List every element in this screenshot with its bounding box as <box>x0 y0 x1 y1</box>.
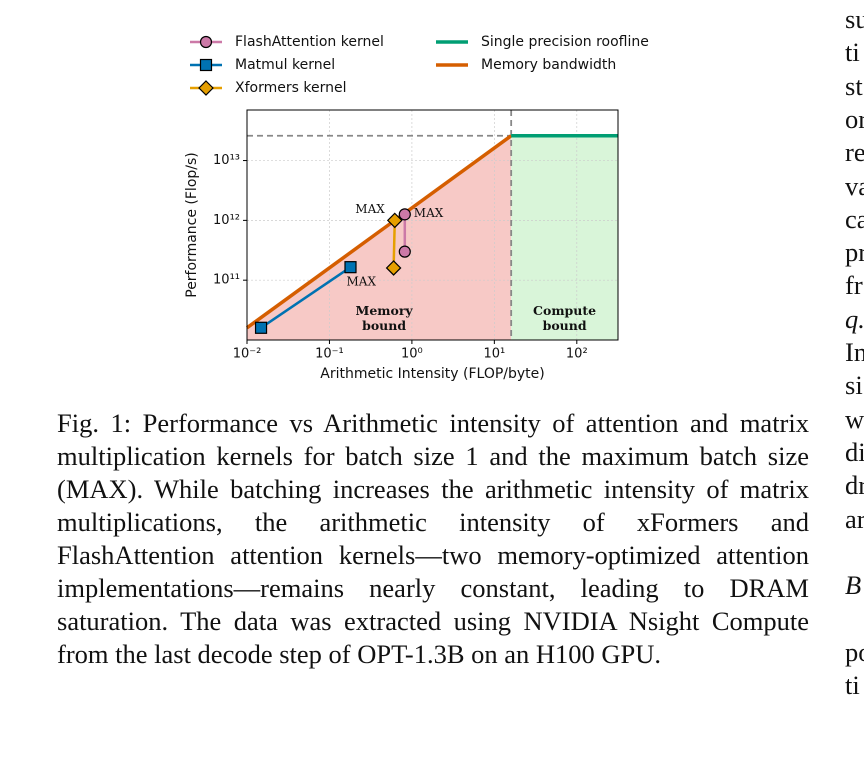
compute-bound-region <box>511 135 618 340</box>
side-text: ti <box>845 670 860 700</box>
legend-label: Memory bandwidth <box>481 57 616 73</box>
x-tick-label: 10¹ <box>483 347 505 362</box>
memory-bound-region <box>247 135 512 340</box>
y-tick-label: 10¹¹ <box>213 273 240 288</box>
legend-label: Single precision roofline <box>481 34 649 50</box>
x-tick-label: 10⁻² <box>233 347 262 362</box>
legend-label: FlashAttention kernel <box>235 34 384 50</box>
series-line <box>260 266 352 329</box>
side-text: di <box>845 436 864 467</box>
legend-label: Matmul kernel <box>235 57 335 73</box>
point <box>344 261 357 274</box>
point <box>254 321 268 334</box>
side-text: dr <box>845 470 864 501</box>
x-tick-label: 10² <box>566 347 588 362</box>
x-axis-label: Arithmetic Intensity (FLOP/byte) <box>320 366 544 382</box>
side-text: pr <box>845 237 864 268</box>
legend-marker <box>198 80 214 96</box>
point <box>385 260 402 276</box>
side-text: In <box>845 337 864 367</box>
side-text: st <box>845 70 863 101</box>
annotation: MAX <box>355 202 385 216</box>
side-text: re <box>845 137 864 168</box>
legend-label: Xformers kernel <box>235 80 346 96</box>
point <box>398 208 411 221</box>
side-text: or <box>845 103 864 134</box>
legend-marker <box>199 58 213 72</box>
series-line <box>245 134 513 330</box>
side-text: ca <box>845 203 864 234</box>
region-label: Compute bound <box>533 303 596 333</box>
point <box>398 245 411 258</box>
side-text: si <box>845 370 863 401</box>
side-text: ti <box>845 37 860 68</box>
x-tick-label: 10⁻¹ <box>315 347 344 362</box>
region-label: Memory bound <box>355 303 413 333</box>
side-text: va <box>845 170 864 201</box>
side-text: q. <box>845 303 864 334</box>
y-tick-label: 10¹² <box>213 213 240 228</box>
chart: 10⁻² 10⁻¹ 10⁰ 10¹ 10² 10¹¹ 10¹² 10¹³ MAX MAX MAX Me… <box>184 34 649 382</box>
y-axis-label: Performance (Flop/s) <box>184 152 200 298</box>
point <box>386 212 403 229</box>
series-line <box>392 220 397 269</box>
side-text: fr <box>845 270 863 301</box>
caption: Fig. 1: Performance vs Arithmetic intens… <box>57 408 809 669</box>
side-text: po <box>845 636 864 667</box>
x-tick-label: 10⁰ <box>401 347 423 362</box>
plot-frame <box>246 109 619 341</box>
legend-marker <box>199 35 213 49</box>
side-text: w <box>845 403 864 434</box>
side-text: ar <box>845 503 864 534</box>
side-text: B <box>845 570 862 601</box>
side-text: su <box>845 4 864 34</box>
annotation: MAX <box>346 275 376 289</box>
annotation: MAX <box>414 206 444 220</box>
y-tick-label: 10¹³ <box>213 153 240 168</box>
